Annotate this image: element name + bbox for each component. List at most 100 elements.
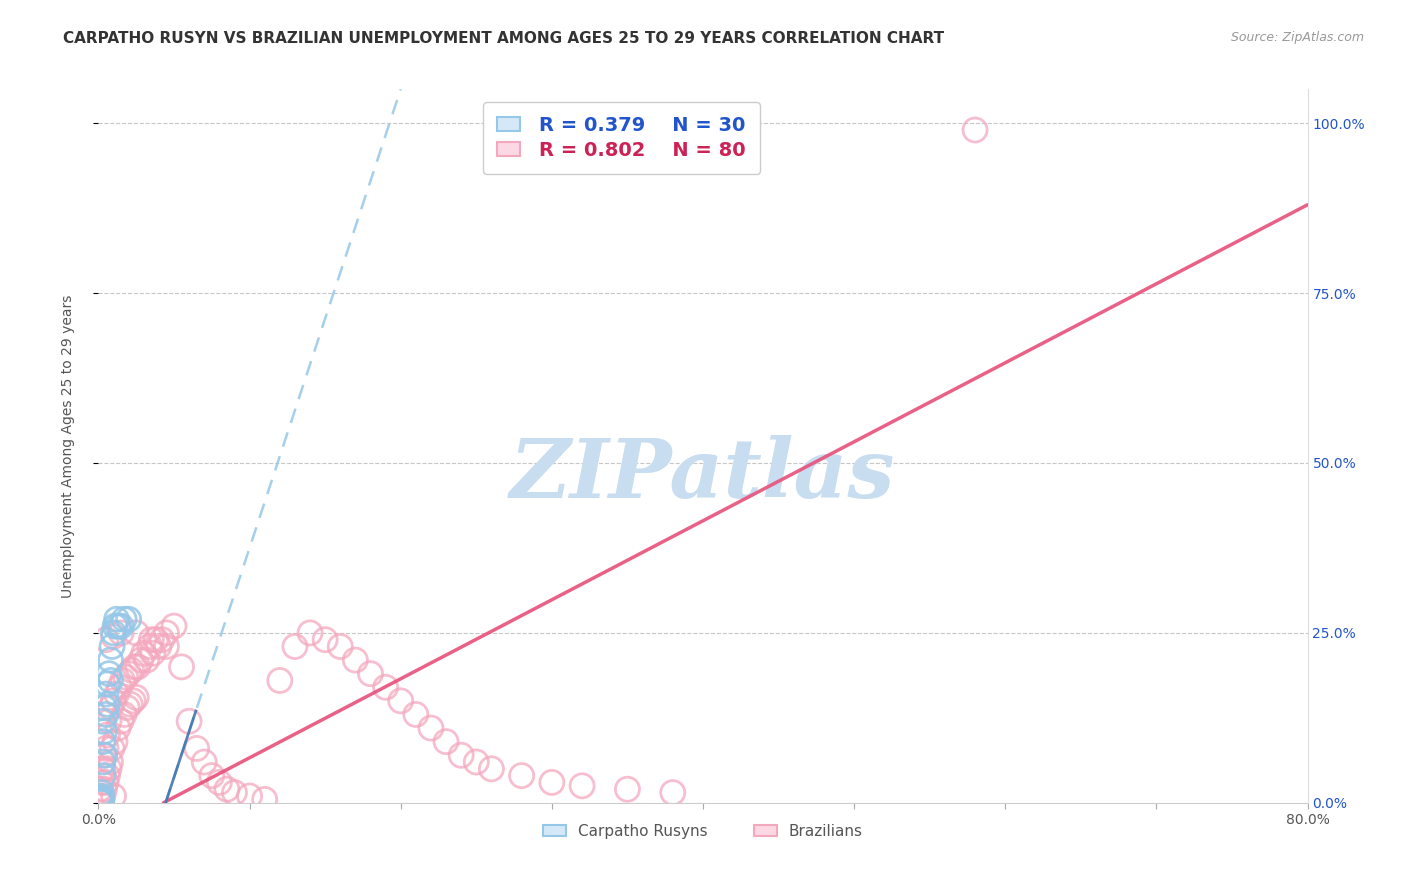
Point bbox=[96, 698, 118, 712]
Point bbox=[510, 769, 533, 783]
Point bbox=[208, 775, 231, 789]
Point bbox=[94, 775, 117, 789]
Point bbox=[344, 653, 367, 667]
Point bbox=[420, 721, 443, 735]
Point bbox=[93, 748, 115, 763]
Point bbox=[148, 640, 170, 654]
Point bbox=[389, 694, 412, 708]
Point bbox=[465, 755, 488, 769]
Point bbox=[186, 741, 208, 756]
Point bbox=[122, 694, 145, 708]
Point bbox=[110, 626, 132, 640]
Point bbox=[110, 619, 132, 633]
Point bbox=[253, 792, 276, 806]
Point bbox=[105, 612, 128, 626]
Point bbox=[193, 755, 215, 769]
Point bbox=[121, 663, 143, 677]
Point bbox=[269, 673, 291, 688]
Point bbox=[284, 640, 307, 654]
Point bbox=[107, 619, 129, 633]
Point bbox=[100, 673, 122, 688]
Point bbox=[135, 653, 157, 667]
Point bbox=[94, 741, 117, 756]
Text: CARPATHO RUSYN VS BRAZILIAN UNEMPLOYMENT AMONG AGES 25 TO 29 YEARS CORRELATION C: CARPATHO RUSYN VS BRAZILIAN UNEMPLOYMENT… bbox=[63, 31, 945, 46]
Point bbox=[96, 769, 118, 783]
Point bbox=[132, 646, 155, 660]
Point bbox=[299, 626, 322, 640]
Point bbox=[314, 632, 336, 647]
Point bbox=[89, 782, 111, 797]
Point bbox=[103, 629, 125, 643]
Point bbox=[115, 700, 138, 714]
Point bbox=[96, 728, 118, 742]
Point bbox=[141, 632, 163, 647]
Point bbox=[93, 748, 115, 763]
Point bbox=[124, 660, 146, 674]
Point bbox=[224, 786, 246, 800]
Point bbox=[105, 687, 128, 701]
Point bbox=[111, 673, 134, 688]
Point bbox=[155, 640, 177, 654]
Point bbox=[93, 782, 115, 797]
Point bbox=[108, 680, 131, 694]
Y-axis label: Unemployment Among Ages 25 to 29 years: Unemployment Among Ages 25 to 29 years bbox=[60, 294, 75, 598]
Point bbox=[94, 687, 117, 701]
Point bbox=[139, 640, 162, 654]
Point bbox=[374, 680, 396, 694]
Point bbox=[201, 769, 224, 783]
Point bbox=[110, 714, 132, 729]
Point bbox=[540, 775, 562, 789]
Point bbox=[91, 769, 114, 783]
Point bbox=[114, 670, 136, 684]
Point bbox=[170, 660, 193, 674]
Point bbox=[91, 789, 114, 803]
Point bbox=[90, 795, 112, 809]
Point bbox=[112, 612, 135, 626]
Point bbox=[145, 632, 167, 647]
Point bbox=[163, 619, 186, 633]
Point bbox=[434, 734, 457, 748]
Point bbox=[405, 707, 427, 722]
Point bbox=[103, 789, 125, 803]
Point bbox=[118, 666, 141, 681]
Point bbox=[89, 795, 111, 809]
Point bbox=[94, 632, 117, 647]
Point bbox=[571, 779, 593, 793]
Point bbox=[450, 748, 472, 763]
Point bbox=[101, 741, 124, 756]
Legend: Carpatho Rusyns, Brazilians: Carpatho Rusyns, Brazilians bbox=[537, 818, 869, 845]
Point bbox=[96, 677, 118, 691]
Point bbox=[90, 775, 112, 789]
Point bbox=[101, 640, 124, 654]
Point bbox=[91, 734, 114, 748]
Point bbox=[100, 700, 122, 714]
Point bbox=[89, 794, 111, 808]
Point bbox=[616, 782, 638, 797]
Point bbox=[91, 762, 114, 776]
Point bbox=[179, 714, 201, 729]
Point bbox=[125, 626, 148, 640]
Point bbox=[107, 721, 129, 735]
Point bbox=[103, 626, 125, 640]
Point bbox=[103, 694, 125, 708]
Point bbox=[112, 707, 135, 722]
Point bbox=[239, 789, 262, 803]
Point bbox=[98, 762, 121, 776]
Point bbox=[965, 123, 987, 137]
Point bbox=[98, 714, 121, 729]
Point bbox=[481, 762, 503, 776]
Point bbox=[104, 619, 127, 633]
Point bbox=[89, 792, 111, 806]
Point bbox=[104, 734, 127, 748]
Text: Source: ZipAtlas.com: Source: ZipAtlas.com bbox=[1230, 31, 1364, 45]
Text: ZIPatlas: ZIPatlas bbox=[510, 434, 896, 515]
Point bbox=[118, 612, 141, 626]
Point bbox=[150, 632, 173, 647]
Point bbox=[90, 794, 112, 808]
Point bbox=[120, 698, 142, 712]
Point bbox=[127, 660, 149, 674]
Point bbox=[90, 790, 112, 805]
Point bbox=[125, 690, 148, 705]
Point bbox=[329, 640, 352, 654]
Point bbox=[155, 626, 177, 640]
